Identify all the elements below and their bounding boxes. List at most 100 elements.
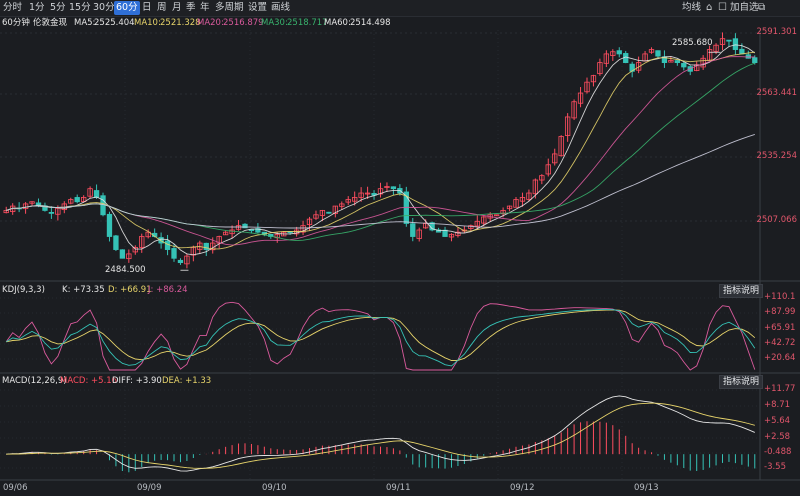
kdj-k-value: K: +73.35	[62, 285, 105, 295]
kdj-tick-5: +20.64	[764, 353, 796, 363]
candle-body	[113, 235, 119, 250]
candle-body	[29, 201, 35, 204]
ma30-value: 2518.717	[287, 18, 328, 28]
candle-body	[474, 220, 480, 227]
date-label: 09/09	[137, 483, 162, 493]
candle-body	[603, 53, 610, 64]
candle-body	[468, 225, 474, 229]
candle-body	[390, 186, 397, 190]
candle-body	[410, 223, 416, 237]
tab-quarter[interactable]: 季	[186, 2, 196, 13]
candle-body	[326, 211, 332, 214]
candle-body	[74, 197, 80, 203]
candle-body	[648, 49, 655, 53]
ma20-label: MA20:	[197, 18, 224, 28]
candle-body	[539, 175, 545, 181]
ma5-line	[6, 44, 756, 256]
candle-body	[106, 213, 113, 237]
tab-1min[interactable]: 1分	[29, 2, 45, 13]
instrument-name: 伦敦金现	[33, 18, 68, 28]
candle-body	[577, 92, 584, 104]
interval-label: 60分钟	[2, 18, 30, 28]
candle-body	[416, 229, 422, 239]
candle-body	[526, 192, 532, 200]
add-watch-button[interactable]: 加自选	[730, 2, 759, 13]
kdj-j-value: J: +86.24	[148, 285, 188, 295]
candle-body	[177, 259, 184, 264]
lock-icon[interactable]: ⌂	[706, 2, 713, 13]
tab-month[interactable]: 月	[172, 2, 182, 13]
price-tick-2: 2563.441	[756, 88, 797, 98]
tab-30min[interactable]: 30分	[93, 2, 115, 13]
candle-body	[132, 246, 138, 253]
expand-icon[interactable]: ⧉	[758, 2, 766, 13]
tab-60min[interactable]: 60分	[114, 1, 140, 15]
date-label: 09/10	[262, 483, 287, 493]
candle-body	[635, 62, 642, 71]
candle-body	[235, 225, 242, 230]
candle-body	[668, 60, 674, 63]
candle-body	[726, 39, 732, 42]
ma30-label: MA30:	[261, 18, 288, 28]
date-label: 09/12	[510, 483, 535, 493]
tab-week[interactable]: 周	[157, 2, 167, 13]
macd-value: MACD: +5.16	[60, 376, 118, 386]
tab-settings[interactable]: 设置	[248, 2, 268, 13]
candle-body	[616, 50, 622, 55]
ma30-line	[6, 62, 755, 242]
candle-body	[145, 231, 151, 238]
macd-help-button[interactable]: 指标说明	[719, 375, 764, 389]
high-price-label: 2585.680	[672, 38, 713, 48]
candle-body	[171, 248, 177, 259]
ma60-value: 2514.498	[350, 18, 391, 28]
date-label: 09/06	[3, 483, 28, 493]
candle-body	[481, 216, 487, 224]
macd-diff-line	[6, 395, 755, 472]
candle-body	[493, 214, 500, 217]
candle-body	[610, 51, 616, 56]
candle-body	[248, 229, 255, 232]
tab-15min[interactable]: 15分	[69, 2, 91, 13]
candle-body	[590, 75, 597, 83]
candle-body	[216, 236, 222, 244]
tab-year[interactable]: 年	[200, 2, 210, 13]
macd-tick-5: -0.488	[764, 447, 792, 457]
ma60-line	[6, 133, 755, 229]
ma10-value: 2521.328	[160, 18, 201, 28]
candle-body	[552, 153, 558, 164]
candle-body	[597, 62, 603, 75]
candle-body	[506, 205, 513, 210]
candle-body	[442, 229, 448, 237]
add-watch-icon[interactable]: ☐	[718, 2, 727, 13]
candle-body	[229, 229, 235, 235]
ma10-line	[6, 51, 755, 250]
candle-body	[222, 231, 229, 236]
candle-body	[22, 203, 29, 210]
tab-day[interactable]: 日	[142, 2, 152, 13]
avg-line-button[interactable]: 均线	[682, 2, 702, 13]
ma20-line	[6, 56, 755, 246]
period-toolbar: 分时 1分 5分 15分 30分 60分 日 周 月 季 年 多周期 设置 画线…	[0, 0, 800, 17]
tab-timeshare[interactable]: 分时	[3, 2, 23, 13]
candle-body	[532, 179, 539, 195]
kdj-tick-3: +65.91	[764, 323, 796, 333]
candle-body	[752, 57, 758, 64]
macd-tick-6: -3.55	[764, 462, 786, 472]
tab-multi-period[interactable]: 多周期	[215, 2, 244, 13]
dea-value: DEA: +1.33	[162, 376, 212, 386]
candle-body	[713, 44, 719, 52]
macd-tick-1: +11.77	[764, 384, 796, 394]
candle-body	[500, 210, 506, 215]
candle-body	[87, 188, 93, 197]
candle-body	[119, 249, 126, 259]
candle-body	[339, 203, 345, 207]
tab-5min[interactable]: 5分	[50, 2, 66, 13]
candle-body	[313, 214, 319, 219]
candle-body	[545, 164, 551, 175]
kdj-legend: KDJ(9,3,3) K: +73.35 D: +66.91 J: +86.24	[0, 284, 400, 296]
price-tick-4: 2507.066	[756, 215, 797, 225]
candle-body	[455, 231, 461, 236]
kdj-help-button[interactable]: 指标说明	[719, 284, 764, 298]
tab-draw-line[interactable]: 画线	[271, 2, 291, 13]
